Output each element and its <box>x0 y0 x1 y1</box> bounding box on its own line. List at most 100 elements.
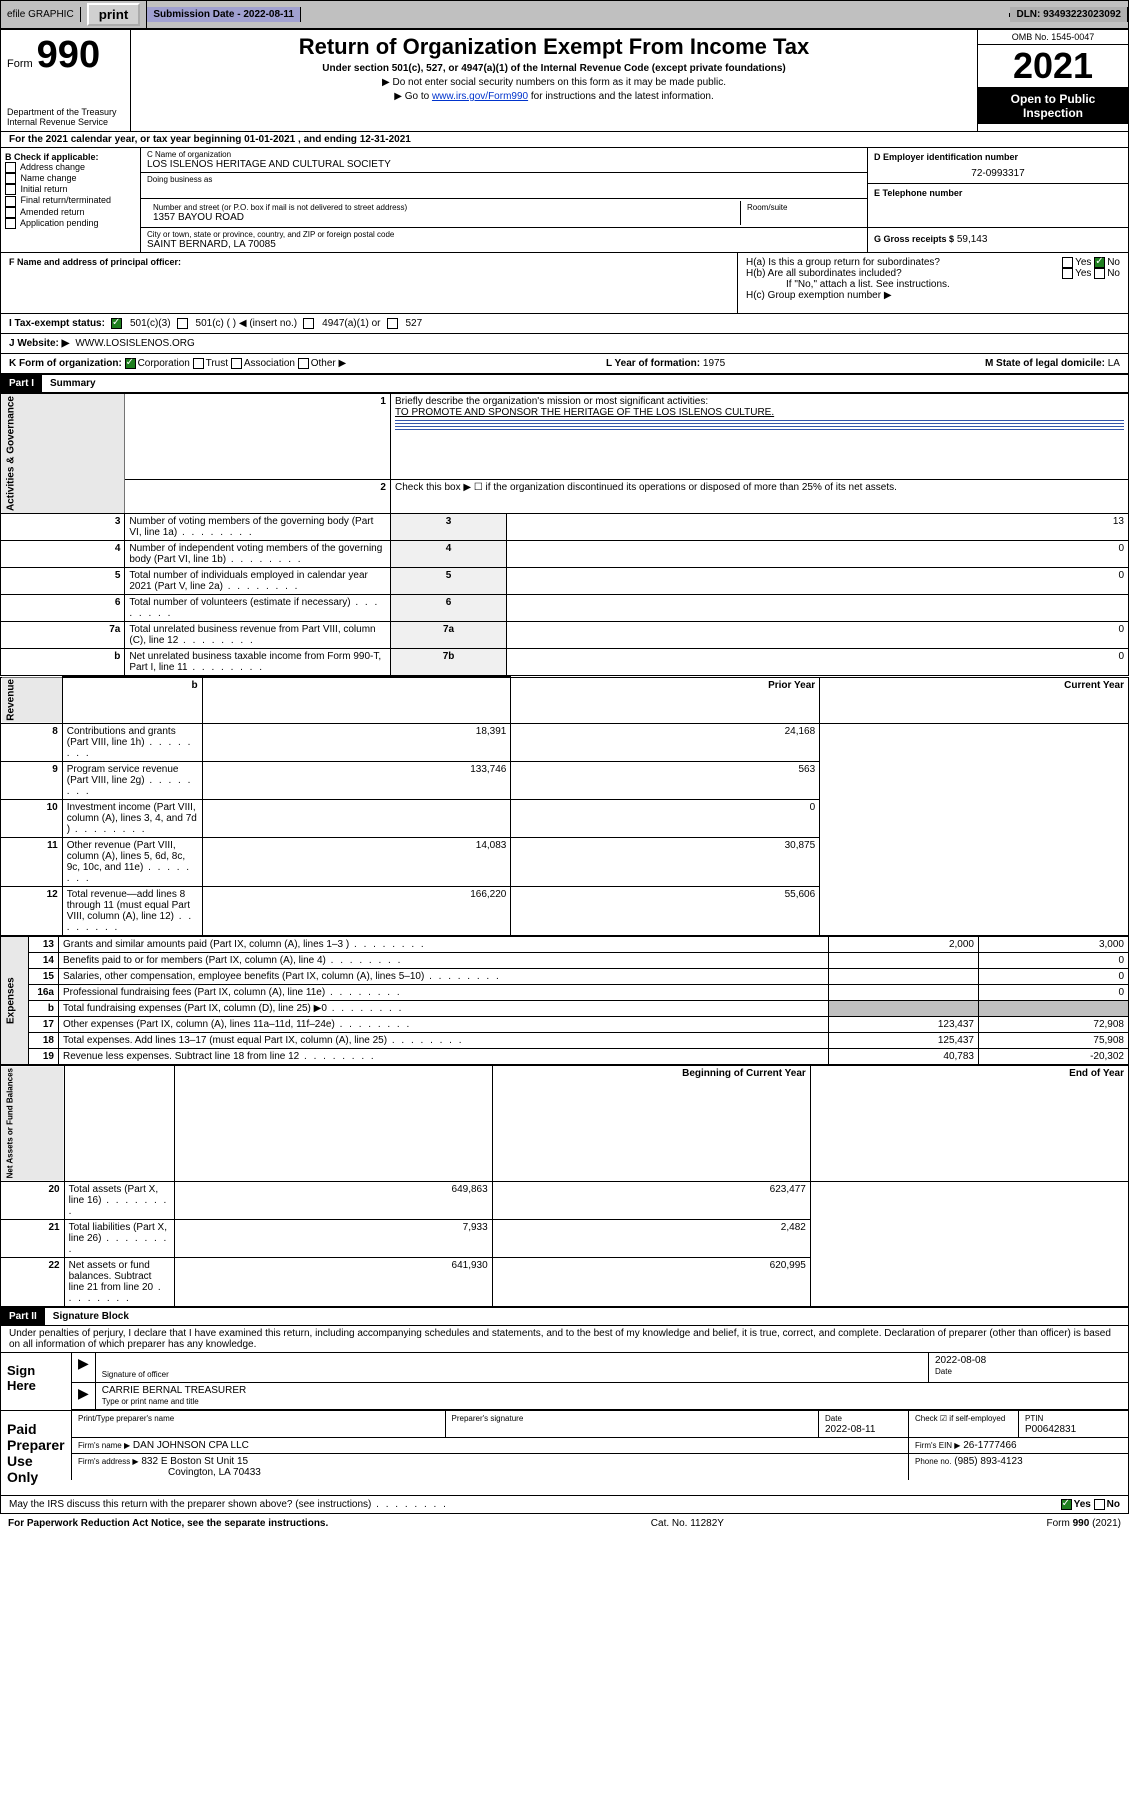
phone-label: E Telephone number <box>874 188 1122 198</box>
line-desc: Number of voting members of the governin… <box>125 514 391 541</box>
dept-label: Department of the Treasury <box>7 107 124 117</box>
ha-label: H(a) Is this a group return for subordin… <box>746 257 940 268</box>
line-desc: Program service revenue (Part VIII, line… <box>62 762 202 800</box>
firm-addr2: Covington, LA 70433 <box>78 1467 261 1478</box>
name-label: C Name of organization <box>147 150 861 159</box>
line-num: 5 <box>1 568 125 595</box>
ha-answer: Yes No <box>1062 257 1120 268</box>
gross-value: 59,143 <box>957 234 988 245</box>
city-state-zip: SAINT BERNARD, LA 70085 <box>147 239 861 250</box>
print-button[interactable]: print <box>87 3 141 26</box>
opt-assoc: Association <box>244 358 295 369</box>
checkbox-icon[interactable] <box>5 218 16 229</box>
curr-value: 0 <box>511 800 820 838</box>
checkbox-icon[interactable] <box>5 162 16 173</box>
hc-label: H(c) Group exemption number ▶ <box>746 290 1120 301</box>
box-b-item: Application pending <box>5 218 136 229</box>
net-assets-table: Net Assets or Fund Balances Beginning of… <box>0 1065 1129 1306</box>
line-value: 13 <box>507 514 1129 541</box>
k-left: K Form of organization: Corporation Trus… <box>9 358 346 369</box>
line-num: 6 <box>1 595 125 622</box>
firm-name: DAN JOHNSON CPA LLC <box>133 1440 249 1451</box>
cb-4947[interactable] <box>303 318 314 329</box>
table-row: 15Salaries, other compensation, employee… <box>1 969 1129 985</box>
cb-trust[interactable] <box>193 358 204 369</box>
curr-value <box>979 1001 1129 1017</box>
checkbox-icon[interactable] <box>5 173 16 184</box>
checkbox-icon[interactable] <box>5 184 16 195</box>
prior-value: 14,083 <box>202 838 511 887</box>
website-label: J Website: ▶ <box>9 338 69 349</box>
part2-num: Part II <box>1 1308 45 1325</box>
org-name: LOS ISLENOS HERITAGE AND CULTURAL SOCIET… <box>147 159 861 170</box>
opt-527: 527 <box>406 318 423 329</box>
omb-number: OMB No. 1545-0047 <box>978 30 1128 45</box>
line-num: 10 <box>1 800 63 838</box>
sign-here-label: Sign Here <box>1 1353 71 1410</box>
line-num: 21 <box>1 1219 65 1257</box>
line-desc: Total fundraising expenses (Part IX, col… <box>59 1001 829 1017</box>
cb-527[interactable] <box>387 318 398 329</box>
hdr-end: End of Year <box>810 1066 1128 1181</box>
form-header: Form 990 Department of the Treasury Inte… <box>0 29 1129 132</box>
table-row: 10Investment income (Part VIII, column (… <box>1 800 1129 838</box>
cb-corp[interactable] <box>125 358 136 369</box>
cb-501c[interactable] <box>177 318 188 329</box>
curr-value: 620,995 <box>492 1257 810 1306</box>
table-row: 4Number of independent voting members of… <box>1 541 1129 568</box>
footer-right: Form 990 (2021) <box>1047 1518 1121 1529</box>
paid-preparer-block: Paid Preparer Use Only Print/Type prepar… <box>0 1411 1129 1496</box>
line-desc: Total assets (Part X, line 16) <box>64 1181 174 1219</box>
table-row: 5Total number of individuals employed in… <box>1 568 1129 595</box>
prior-value <box>829 969 979 985</box>
mission-text: TO PROMOTE AND SPONSOR THE HERITAGE OF T… <box>395 407 774 418</box>
prior-value <box>202 800 511 838</box>
form-title: Return of Organization Exempt From Incom… <box>141 34 967 60</box>
irs-link[interactable]: www.irs.gov/Form990 <box>432 91 528 102</box>
cb-other[interactable] <box>298 358 309 369</box>
table-row: 14Benefits paid to or for members (Part … <box>1 953 1129 969</box>
prior-value: 18,391 <box>202 724 511 762</box>
table-row: 17Other expenses (Part IX, column (A), l… <box>1 1017 1129 1033</box>
line-key: 6 <box>390 595 506 622</box>
line-desc: Net assets or fund balances. Subtract li… <box>64 1257 174 1306</box>
topbar-spacer <box>301 13 1011 17</box>
checkbox-icon[interactable] <box>5 207 16 218</box>
city-label: City or town, state or province, country… <box>147 230 861 239</box>
line-a: For the 2021 calendar year, or tax year … <box>0 132 1129 148</box>
hb-answer: Yes No <box>1062 268 1120 279</box>
prior-value: 125,437 <box>829 1033 979 1049</box>
prep-date: 2022-08-11 <box>825 1424 875 1435</box>
box-f: F Name and address of principal officer: <box>1 253 738 313</box>
curr-value: 563 <box>511 762 820 800</box>
prior-value <box>829 1001 979 1017</box>
part2-title: Signature Block <box>45 1308 137 1325</box>
line-value: 0 <box>507 541 1129 568</box>
cb-assoc[interactable] <box>231 358 242 369</box>
top-bar: efile GRAPHIC print Submission Date - 20… <box>0 0 1129 29</box>
line-num: 12 <box>1 887 63 936</box>
side-net: Net Assets or Fund Balances <box>1 1066 65 1181</box>
arrow-icon-2: ▶ <box>78 1385 89 1401</box>
prior-value: 649,863 <box>174 1181 492 1219</box>
curr-value: 0 <box>979 969 1129 985</box>
box-b-item: Initial return <box>5 184 136 195</box>
opt-501c3: 501(c)(3) <box>130 318 171 329</box>
box-c: C Name of organization LOS ISLENOS HERIT… <box>141 148 868 252</box>
table-row: 3Number of voting members of the governi… <box>1 514 1129 541</box>
line-num: 16a <box>29 985 59 1001</box>
table-row: 9Program service revenue (Part VIII, lin… <box>1 762 1129 800</box>
prior-value: 7,933 <box>174 1219 492 1257</box>
line-num: 13 <box>29 937 59 953</box>
table-row: bTotal fundraising expenses (Part IX, co… <box>1 1001 1129 1017</box>
side-governance: Activities & Governance <box>1 394 125 514</box>
cb-501c3[interactable] <box>111 318 122 329</box>
line-num: 15 <box>29 969 59 985</box>
form-number: 990 <box>37 34 100 77</box>
footer-left: For Paperwork Reduction Act Notice, see … <box>8 1518 328 1529</box>
checkbox-icon[interactable] <box>5 196 16 207</box>
footer-mid: Cat. No. 11282Y <box>651 1518 724 1529</box>
prep-date-label: Date <box>825 1414 842 1423</box>
line-desc: Other expenses (Part IX, column (A), lin… <box>59 1017 829 1033</box>
line-desc: Total number of individuals employed in … <box>125 568 391 595</box>
